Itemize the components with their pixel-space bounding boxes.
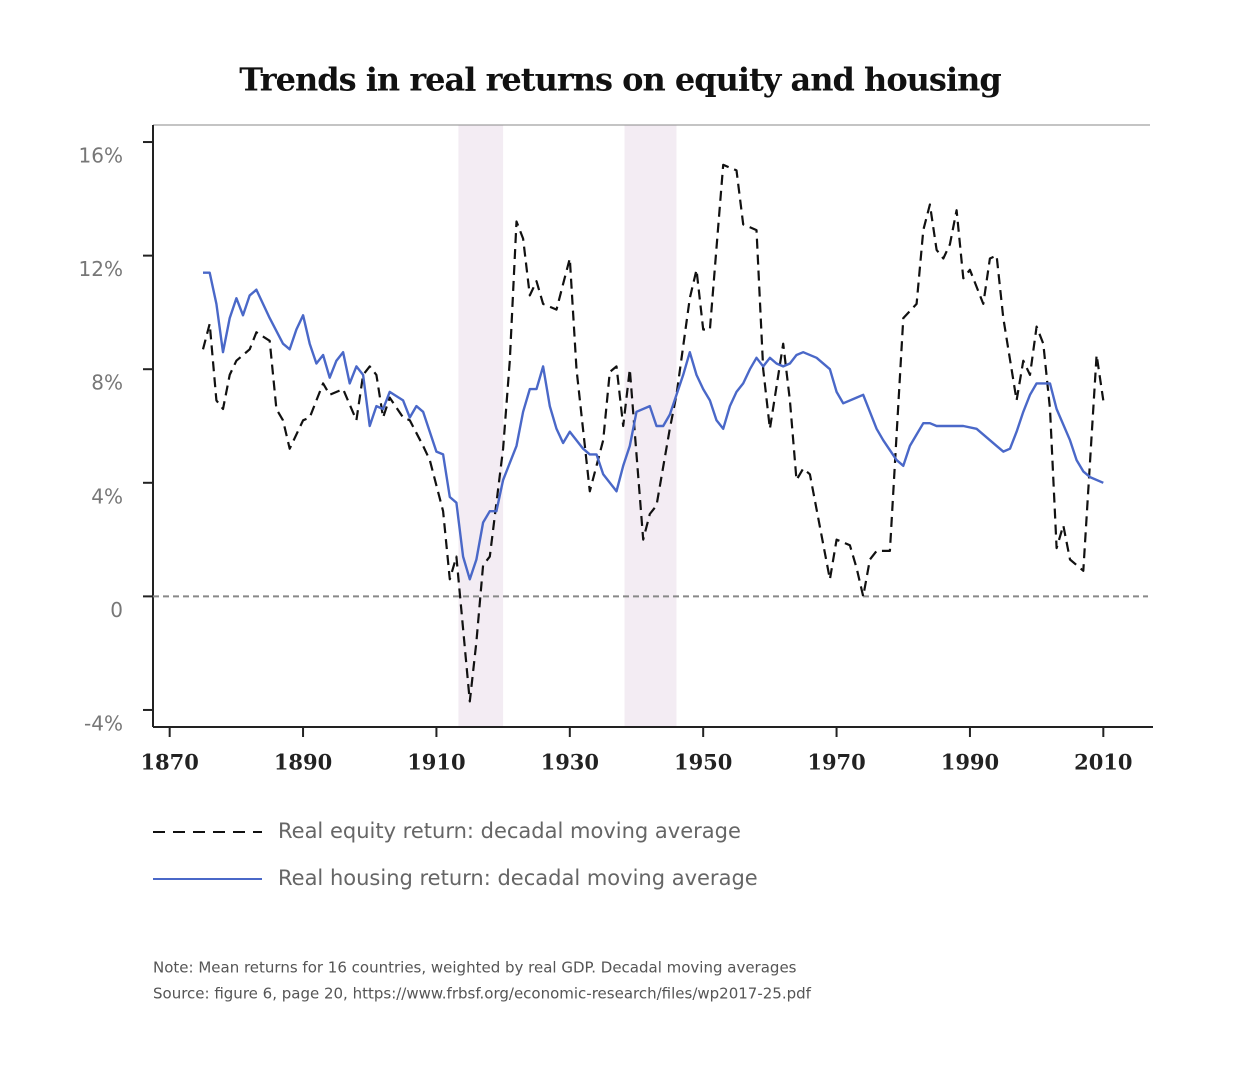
x-tick-label: 1910 bbox=[407, 750, 465, 775]
x-tick-label: 1930 bbox=[541, 750, 599, 775]
source: Source: figure 6, page 20, https://www.f… bbox=[153, 985, 812, 1003]
x-tick-label: 1890 bbox=[274, 750, 332, 775]
x-tick-label: 1870 bbox=[140, 750, 198, 775]
y-tick-label: 12% bbox=[79, 257, 123, 281]
series-line bbox=[203, 271, 1104, 581]
x-tick-label: 1990 bbox=[941, 750, 999, 775]
y-tick-label: 8% bbox=[91, 371, 123, 395]
chart-title: Trends in real returns on equity and hou… bbox=[239, 61, 1001, 99]
note: Note: Mean returns for 16 countries, wei… bbox=[153, 959, 797, 977]
x-tick-label: 1970 bbox=[807, 750, 865, 775]
y-tick-label: 4% bbox=[91, 484, 123, 508]
y-tick-label: 0 bbox=[110, 598, 123, 622]
y-tick-label: 16% bbox=[79, 144, 123, 168]
legend-label: Real housing return: decadal moving aver… bbox=[278, 866, 758, 890]
series-line bbox=[201, 163, 1105, 703]
shaded-period bbox=[624, 125, 677, 727]
x-tick-label: 2010 bbox=[1074, 750, 1132, 775]
shaded-period bbox=[458, 125, 504, 727]
legend-label: Real equity return: decadal moving avera… bbox=[278, 819, 741, 843]
x-tick-label: 1950 bbox=[674, 750, 732, 775]
y-tick-label: -4% bbox=[84, 711, 123, 735]
